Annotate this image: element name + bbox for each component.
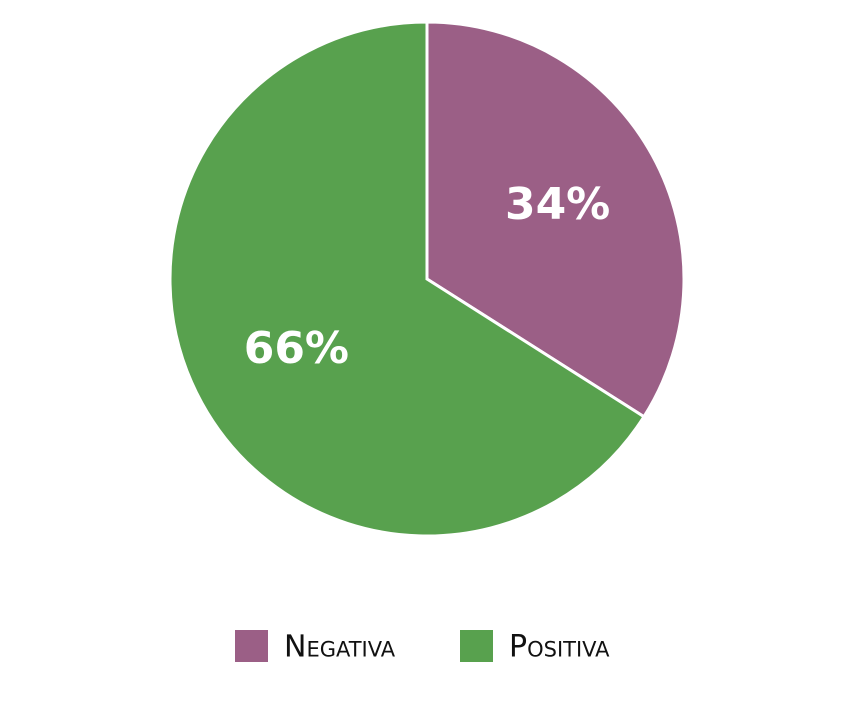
legend-label: Positiva xyxy=(509,630,610,665)
legend-label: Negativa xyxy=(284,630,396,665)
legend-swatch xyxy=(460,630,493,662)
slice-label: 34% xyxy=(505,179,610,230)
slice-label: 66% xyxy=(244,323,349,374)
legend-swatch xyxy=(235,630,268,662)
pie-slice xyxy=(168,20,647,538)
